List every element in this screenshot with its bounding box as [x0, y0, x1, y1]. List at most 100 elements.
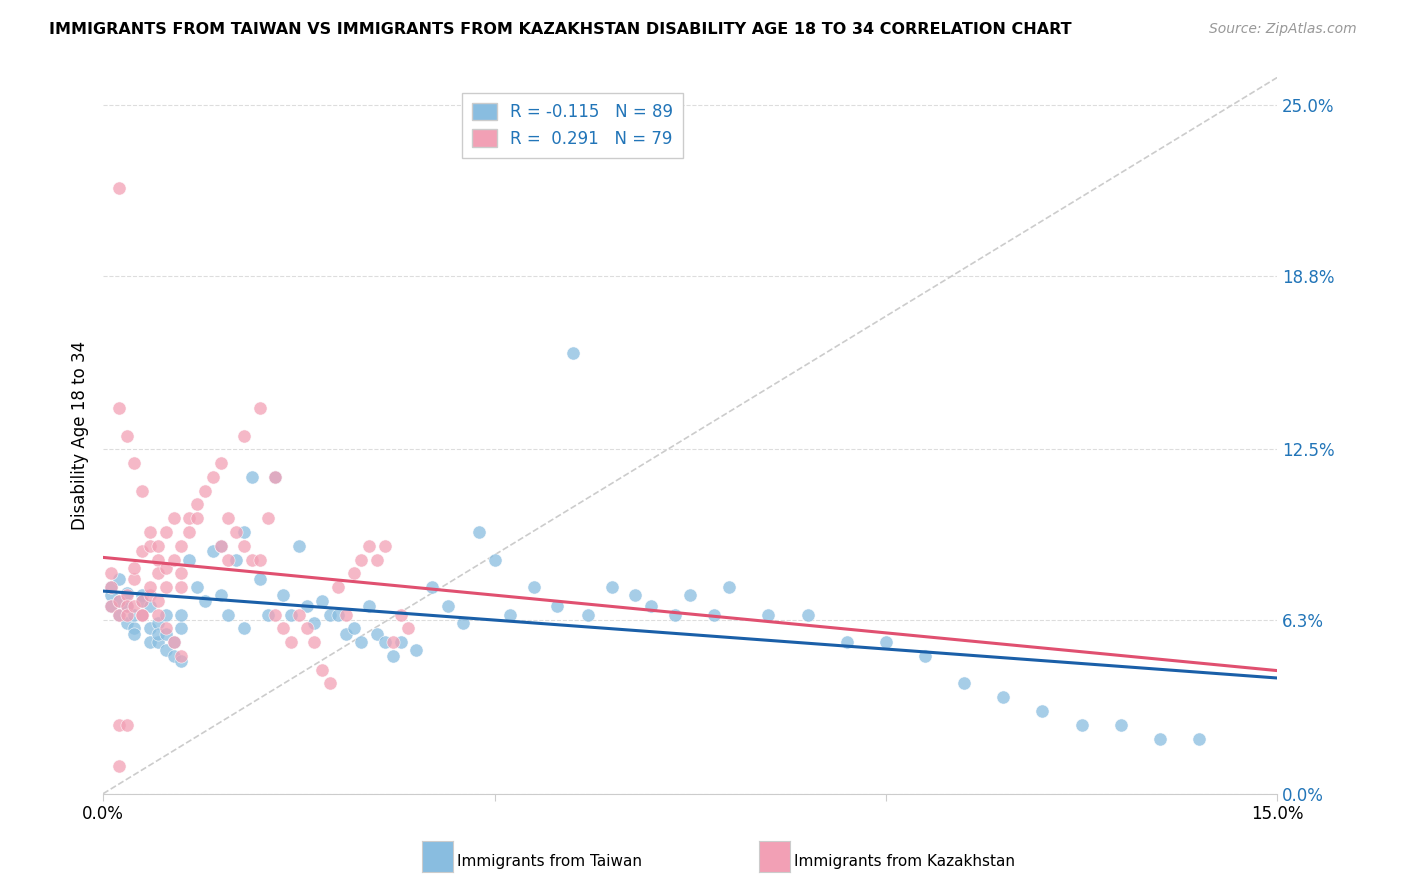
Point — [162, 648, 184, 663]
Point — [758, 607, 780, 622]
Point — [1149, 731, 1171, 746]
Point — [304, 635, 326, 649]
Point — [155, 627, 177, 641]
Point — [162, 635, 184, 649]
Point — [124, 561, 146, 575]
Point — [209, 588, 232, 602]
Point — [124, 456, 146, 470]
Point — [146, 552, 169, 566]
Point — [131, 594, 153, 608]
Point — [225, 552, 247, 566]
Point — [124, 599, 146, 614]
Point — [170, 655, 193, 669]
Legend: R = -0.115   N = 89, R =  0.291   N = 79: R = -0.115 N = 89, R = 0.291 N = 79 — [463, 93, 683, 158]
Point — [115, 599, 138, 614]
Point — [578, 607, 600, 622]
Point — [280, 607, 302, 622]
Point — [703, 607, 725, 622]
Point — [124, 621, 146, 635]
Point — [311, 663, 333, 677]
Point — [561, 346, 583, 360]
Point — [233, 428, 256, 442]
Point — [139, 635, 162, 649]
Point — [100, 580, 122, 594]
Point — [146, 594, 169, 608]
Point — [170, 607, 193, 622]
Point — [319, 607, 342, 622]
Point — [100, 588, 122, 602]
Point — [146, 635, 169, 649]
Point — [107, 180, 129, 194]
Point — [170, 580, 193, 594]
Point — [131, 544, 153, 558]
Point — [295, 599, 318, 614]
Point — [115, 718, 138, 732]
Point — [499, 607, 522, 622]
Point — [350, 552, 373, 566]
Point — [170, 648, 193, 663]
Point — [1109, 718, 1132, 732]
Point — [264, 470, 287, 484]
Point — [217, 607, 239, 622]
Point — [217, 552, 239, 566]
Point — [679, 588, 702, 602]
Point — [139, 539, 162, 553]
Point — [304, 615, 326, 630]
Point — [326, 607, 349, 622]
Point — [131, 588, 153, 602]
Point — [295, 621, 318, 635]
Point — [194, 594, 217, 608]
Point — [359, 539, 381, 553]
Point — [484, 552, 506, 566]
Point — [162, 552, 184, 566]
Point — [374, 635, 396, 649]
Point — [170, 566, 193, 581]
Point — [146, 607, 169, 622]
Point — [131, 594, 153, 608]
Text: Immigrants from Taiwan: Immigrants from Taiwan — [457, 855, 643, 869]
Point — [209, 539, 232, 553]
Point — [170, 621, 193, 635]
Point — [107, 607, 129, 622]
Point — [249, 401, 271, 415]
Point — [115, 585, 138, 599]
Point — [451, 615, 474, 630]
Point — [170, 539, 193, 553]
Point — [396, 621, 419, 635]
Point — [240, 470, 263, 484]
Point — [155, 561, 177, 575]
Point — [914, 648, 936, 663]
Point — [366, 627, 388, 641]
Point — [249, 572, 271, 586]
Point — [100, 599, 122, 614]
Point — [115, 599, 138, 614]
Point — [107, 607, 129, 622]
Point — [240, 552, 263, 566]
Point — [155, 607, 177, 622]
Point — [100, 566, 122, 581]
Point — [233, 524, 256, 539]
Point — [115, 428, 138, 442]
Point — [875, 635, 897, 649]
Point — [139, 588, 162, 602]
Point — [186, 511, 208, 525]
Point — [1070, 718, 1092, 732]
Point — [319, 676, 342, 690]
Point — [420, 580, 443, 594]
Point — [624, 588, 647, 602]
Point — [335, 627, 357, 641]
Point — [162, 635, 184, 649]
Point — [381, 648, 404, 663]
Y-axis label: Disability Age 18 to 34: Disability Age 18 to 34 — [72, 341, 89, 530]
Point — [131, 483, 153, 498]
Point — [146, 539, 169, 553]
Point — [131, 607, 153, 622]
Point — [155, 524, 177, 539]
Point — [124, 607, 146, 622]
Point — [139, 621, 162, 635]
Point — [100, 599, 122, 614]
Point — [146, 615, 169, 630]
Point — [335, 607, 357, 622]
Point — [326, 580, 349, 594]
Point — [107, 401, 129, 415]
